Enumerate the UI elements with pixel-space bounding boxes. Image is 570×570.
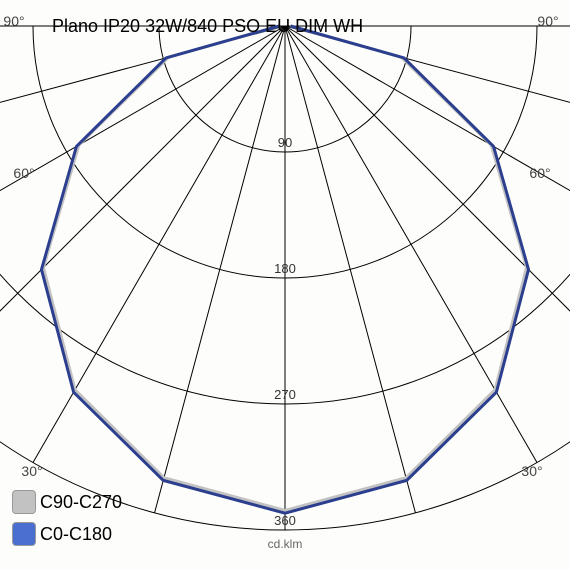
svg-text:30°: 30° [21, 463, 42, 479]
legend-item: C0-C180 [12, 522, 112, 546]
svg-text:30°: 30° [521, 463, 542, 479]
svg-text:60°: 60° [13, 165, 34, 181]
svg-text:90: 90 [278, 135, 292, 150]
svg-text:cd.klm: cd.klm [268, 537, 303, 551]
legend-swatch [12, 490, 36, 514]
photometric-chart-container: Plano IP20 32W/840 PSO EU DIM WH 90 180 27… [0, 0, 570, 570]
svg-text:360: 360 [274, 513, 296, 528]
svg-text:90°: 90° [537, 13, 558, 29]
legend-label: C0-C180 [40, 524, 112, 545]
legend-item: C90-C270 [12, 490, 122, 514]
svg-text:270: 270 [274, 387, 296, 402]
legend-swatch [12, 522, 36, 546]
chart-title: Plano IP20 32W/840 PSO EU DIM WH [52, 16, 363, 37]
svg-text:90°: 90° [3, 13, 24, 29]
legend-label: C90-C270 [40, 492, 122, 513]
polar-plot: 90 180 270 360 90° 60° 30° 90° 60° 30° cd.klm [0, 0, 570, 570]
svg-text:180: 180 [274, 261, 296, 276]
svg-text:60°: 60° [529, 165, 550, 181]
